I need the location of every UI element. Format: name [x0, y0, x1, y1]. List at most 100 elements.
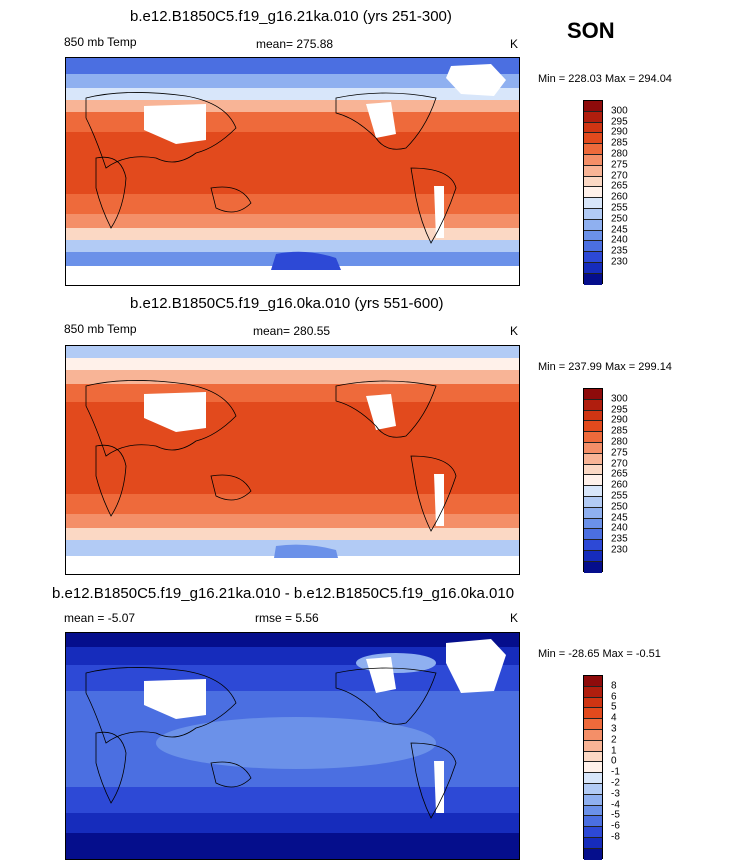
colorbar-tick-label: -2	[611, 777, 620, 789]
colorbar-box	[584, 475, 602, 487]
tibet-mask	[144, 104, 206, 144]
colorbar-box	[584, 389, 602, 400]
colorbar-tick-label: 235	[611, 245, 628, 257]
north-america-outline	[335, 380, 437, 438]
temperature-band	[66, 384, 519, 402]
cold-region	[271, 251, 341, 270]
panel-3-title: b.e12.B1850C5.f19_g16.21ka.010 - b.e12.B…	[52, 585, 515, 602]
colorbar-box	[584, 751, 602, 763]
colorbar-tick-label: 230	[611, 544, 628, 556]
colorbar-tick-label: 4	[611, 712, 617, 724]
panel-2-map	[65, 345, 520, 575]
eurasia-outline	[85, 92, 237, 169]
colorbar-tick-label: 3	[611, 723, 617, 735]
colorbar-tick-label: 5	[611, 701, 617, 713]
colorbar-tick-label: 240	[611, 234, 628, 246]
antarctica-mask	[66, 266, 519, 285]
colorbar-box	[584, 697, 602, 709]
colorbar-tick-label: 275	[611, 159, 628, 171]
australia-outline	[210, 761, 252, 788]
panel-2-colorbar	[583, 388, 603, 573]
panel-3-units-label: K	[510, 611, 519, 625]
colorbar-box	[584, 783, 602, 795]
colorbar-box	[584, 827, 602, 838]
panel-1-colorbar	[583, 100, 603, 285]
temperature-band	[66, 132, 519, 194]
andes-mask	[434, 474, 444, 526]
colorbar-tick-label: 245	[611, 224, 628, 236]
colorbar-tick-label: 285	[611, 137, 628, 149]
colorbar-tick-label: 285	[611, 425, 628, 437]
colorbar-box	[584, 719, 602, 730]
colorbar-tick-label: 265	[611, 180, 628, 192]
rockies-mask	[366, 657, 396, 693]
panel-2-variable-label: 850 mb Temp	[64, 322, 137, 336]
eurasia-outline	[85, 667, 237, 744]
temperature-band	[66, 370, 519, 384]
south-america-outline	[410, 455, 457, 532]
colorbar-tick-label: -3	[611, 788, 620, 800]
colorbar-tick-label: 300	[611, 393, 628, 405]
colorbar-tick-label: 270	[611, 170, 628, 182]
temperature-band	[66, 100, 519, 112]
eurasia-outline	[85, 380, 237, 457]
panel-3-mean-label: mean = -5.07	[64, 611, 136, 625]
panel-1-variable-label: 850 mb Temp	[64, 35, 137, 49]
temperature-band	[66, 494, 519, 514]
colorbar-box	[584, 111, 602, 123]
colorbar-tick-label: 280	[611, 148, 628, 160]
colorbar-box	[584, 708, 602, 720]
temperature-band	[66, 214, 519, 228]
temperature-band	[66, 58, 519, 74]
colorbar-tick-label: 265	[611, 468, 628, 480]
colorbar-box	[584, 518, 602, 530]
panel-2-title: b.e12.B1850C5.f19_g16.0ka.010 (yrs 551-6…	[130, 295, 444, 312]
colorbar-box	[584, 773, 602, 784]
greenland-mask	[446, 64, 506, 96]
colorbar-box	[584, 122, 602, 134]
colorbar-box	[584, 550, 602, 562]
colorbar-box	[584, 805, 602, 817]
panel-2-mean-label: mean= 280.55	[253, 324, 331, 338]
colorbar-tick-label: -6	[611, 820, 620, 832]
colorbar-tick-label: -8	[611, 831, 620, 843]
colorbar-tick-label: 260	[611, 479, 628, 491]
colorbar-tick-label: 8	[611, 680, 617, 692]
colorbar-tick-label: 1	[611, 745, 617, 757]
colorbar-box	[584, 837, 602, 849]
panel-1-mean-label: mean= 275.88	[256, 37, 334, 51]
colorbar-box	[584, 421, 602, 433]
panel-2-units-label: K	[510, 324, 519, 338]
temperature-band	[66, 228, 519, 240]
coastlines	[85, 92, 457, 244]
temperature-band	[66, 88, 519, 100]
colorbar-box	[584, 252, 602, 263]
temperature-band	[66, 514, 519, 528]
temperature-band	[66, 112, 519, 132]
panel-1-title: b.e12.B1850C5.f19_g16.21ka.010 (yrs 251-…	[130, 8, 452, 25]
panel-3-rmse-label: rmse = 5.56	[255, 611, 319, 625]
colorbar-tick-label: 290	[611, 414, 628, 426]
temperature-band	[66, 194, 519, 214]
temperature-band	[66, 240, 519, 252]
colorbar-tick-label: 2	[611, 734, 617, 746]
north-america-outline	[335, 667, 437, 725]
colorbar-box	[584, 262, 602, 274]
colorbar-tick-label: 0	[611, 755, 617, 767]
colorbar-box	[584, 399, 602, 411]
andes-mask	[434, 186, 444, 238]
panel-1-map-plot	[66, 58, 519, 285]
africa-outline	[95, 444, 127, 517]
colorbar-tick-label: 300	[611, 105, 628, 117]
panel-1-minmax: Min = 228.03 Max = 294.04	[538, 73, 672, 85]
colorbar-tick-label: 295	[611, 404, 628, 416]
colorbar-box	[584, 144, 602, 155]
colorbar-box	[584, 230, 602, 242]
colorbar-box	[584, 686, 602, 698]
colorbar-box	[584, 529, 602, 541]
colorbar-box	[584, 729, 602, 741]
colorbar-box	[584, 176, 602, 188]
coastlines	[85, 667, 457, 819]
andes-mask	[434, 761, 444, 813]
australia-outline	[210, 186, 252, 213]
